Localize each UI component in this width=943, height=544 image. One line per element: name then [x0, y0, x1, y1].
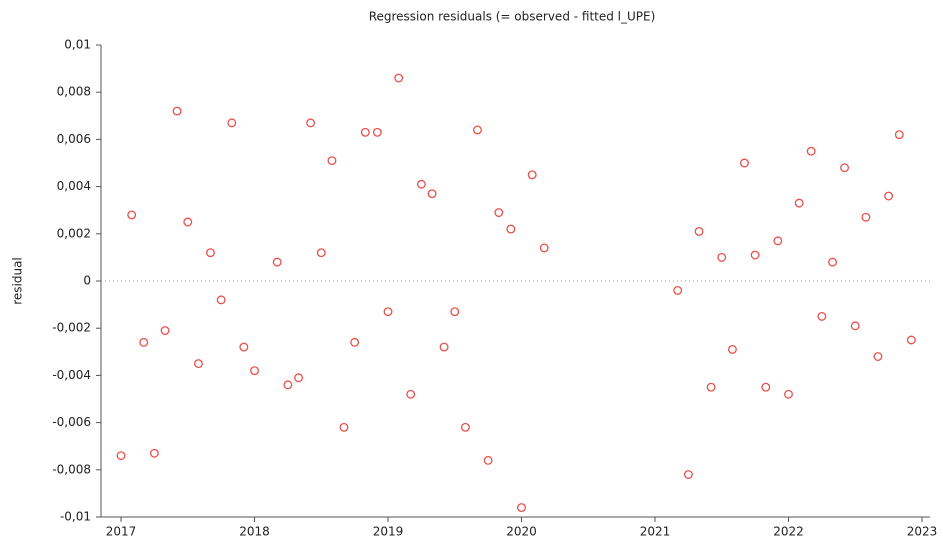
point — [683, 470, 693, 479]
y-tick-label: -0,004 — [52, 368, 91, 382]
x-tick-label: 2019 — [373, 525, 404, 539]
point — [372, 127, 382, 137]
point — [160, 326, 170, 336]
point — [784, 389, 793, 399]
x-tick-label: 2018 — [239, 525, 270, 539]
point — [439, 342, 449, 352]
y-tick-label: 0,01 — [64, 38, 91, 52]
point — [116, 451, 126, 461]
point — [906, 335, 916, 345]
point — [227, 118, 237, 128]
point — [149, 448, 159, 458]
point — [406, 389, 416, 399]
point — [216, 295, 226, 305]
point — [517, 503, 526, 513]
point — [327, 156, 337, 166]
point — [383, 307, 393, 317]
point — [539, 243, 549, 253]
point — [727, 344, 737, 354]
point — [316, 248, 326, 258]
x-tick-label: 2022 — [773, 525, 804, 539]
point — [494, 208, 504, 218]
point — [739, 158, 749, 168]
point — [206, 248, 215, 258]
y-tick-label: 0,002 — [57, 226, 91, 240]
point — [873, 352, 883, 361]
y-tick-label: -0,002 — [52, 321, 91, 335]
y-axis-label: residual — [11, 257, 25, 305]
point — [750, 250, 760, 260]
chart-title: Regression residuals (= observed - fitte… — [369, 10, 656, 24]
point — [427, 189, 437, 199]
point — [673, 285, 683, 295]
point — [694, 226, 704, 236]
point — [527, 170, 537, 180]
point — [706, 382, 716, 392]
point — [272, 257, 282, 267]
point — [127, 210, 137, 220]
point — [861, 212, 871, 222]
point — [283, 380, 293, 390]
point — [294, 373, 304, 383]
point — [416, 179, 426, 189]
point — [460, 422, 470, 432]
point — [773, 236, 783, 246]
point — [850, 321, 860, 331]
point — [473, 125, 482, 135]
point — [840, 163, 850, 173]
point — [828, 257, 837, 267]
point — [239, 342, 249, 352]
y-tick-label: 0 — [83, 274, 91, 288]
point — [506, 224, 516, 234]
point — [139, 337, 149, 347]
x-tick-label: 2023 — [907, 525, 938, 539]
y-tick-label: -0,008 — [52, 462, 91, 476]
x-tick-label: 2020 — [506, 525, 537, 539]
point — [306, 118, 316, 128]
point — [183, 217, 193, 227]
y-tick-label: 0,006 — [57, 132, 91, 146]
point — [450, 307, 460, 317]
point — [894, 130, 904, 140]
point — [717, 252, 727, 262]
point — [761, 382, 771, 392]
point — [194, 359, 203, 369]
point — [172, 106, 182, 116]
point — [817, 311, 827, 321]
point — [483, 455, 493, 465]
y-tick-label: -0,006 — [52, 415, 91, 429]
x-tick-label: 2017 — [106, 525, 137, 539]
point — [250, 366, 259, 376]
point — [884, 191, 894, 201]
y-tick-label: 0,004 — [57, 179, 91, 193]
x-tick-label: 2021 — [640, 525, 671, 539]
point — [360, 127, 370, 137]
point — [806, 146, 816, 156]
point — [394, 73, 404, 83]
point — [794, 198, 804, 208]
point — [339, 422, 349, 432]
y-tick-label: 0,008 — [57, 85, 91, 99]
point — [350, 337, 360, 347]
y-tick-label: -0,01 — [60, 510, 91, 524]
